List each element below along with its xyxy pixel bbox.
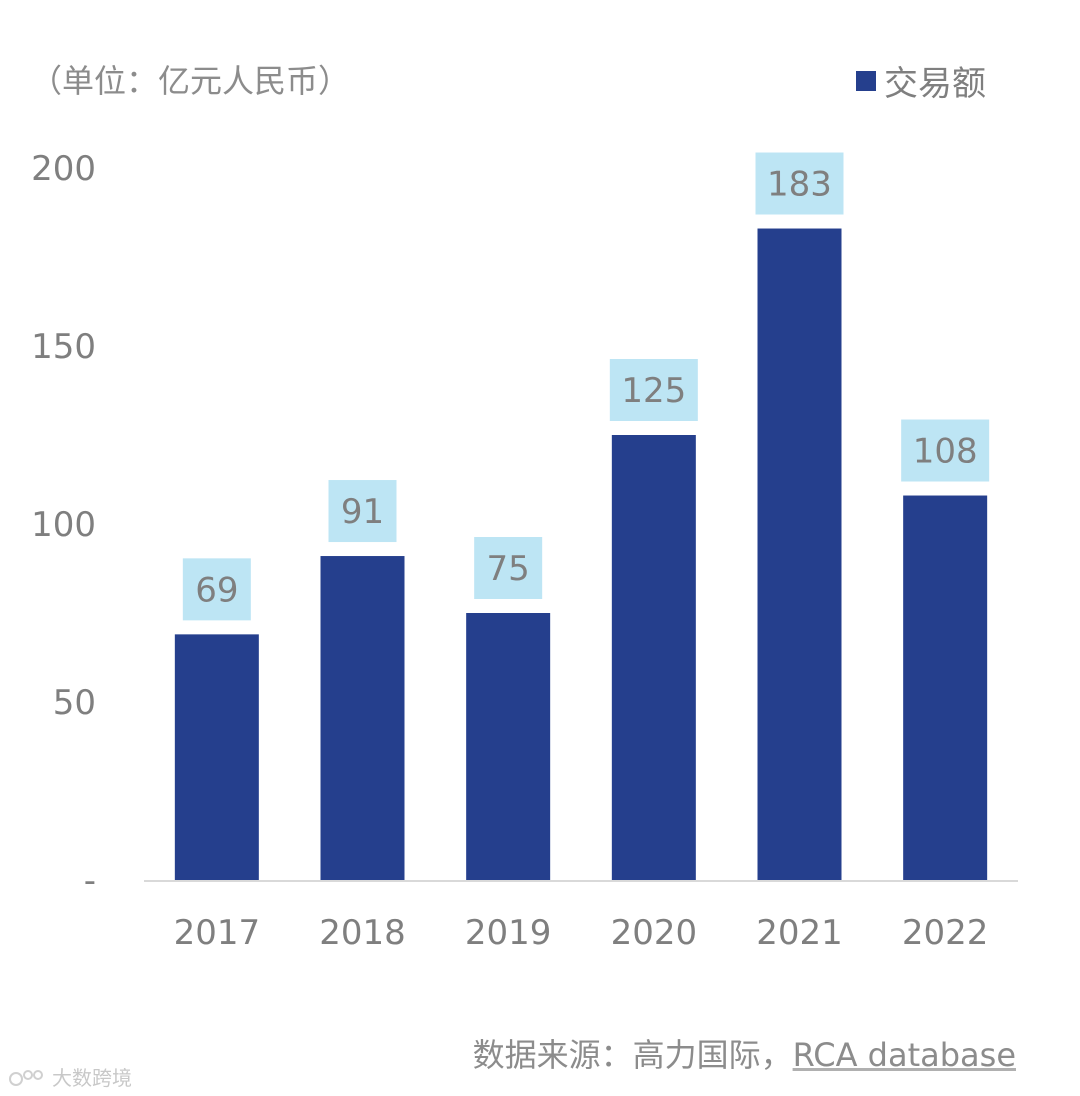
x-tick-label: 2022 [902,913,989,953]
x-tick-label: 2021 [756,913,843,953]
data-label: 125 [621,371,686,411]
bar [757,228,842,880]
bar [611,435,696,880]
bar [466,613,551,880]
source-note: 数据来源：高力国际，RCA database [473,1030,1016,1076]
y-tick-label: 150 [31,327,96,367]
data-labels: 69 91 75 125 183 108 [182,152,990,621]
data-label: 91 [341,492,384,532]
source-prefix: 数据来源：高力国际， [472,1036,793,1074]
data-label-box [755,152,844,215]
source-database: RCA database [792,1036,1016,1074]
y-tick-label: 50 [53,683,96,723]
watermark: 大数跨境 [8,1062,132,1091]
watermark-logo-icon [9,1069,43,1086]
x-tick-label: 2020 [611,913,698,953]
legend-label: 交易额 [884,64,986,104]
x-tick-label: 2019 [465,913,552,953]
y-tick-label: - [84,861,96,901]
data-label: 108 [913,432,978,472]
x-tick-label: 2018 [319,913,406,953]
x-axis-ticks: 2017 2018 2019 2020 2021 2022 [174,913,989,953]
x-tick-label: 2017 [174,913,261,953]
data-label-box [474,537,543,599]
data-label-box [901,419,990,482]
bar [320,556,405,880]
bars [174,228,988,880]
watermark-text: 大数跨境 [52,1066,132,1090]
data-label-box [609,359,698,421]
legend: 交易额 [856,56,986,105]
data-label: 183 [767,165,832,205]
unit-label: （单位：亿元人民币） [30,62,351,100]
data-label: 69 [195,570,238,610]
y-tick-label: 100 [31,505,96,545]
bar [903,495,988,880]
data-label: 75 [487,549,530,589]
legend-swatch [856,70,876,91]
y-tick-label: 200 [31,149,96,189]
data-label-box [182,558,251,621]
data-label-box [328,480,397,543]
y-axis-ticks: - 50 100 150 200 [31,149,96,901]
bar [174,634,259,880]
